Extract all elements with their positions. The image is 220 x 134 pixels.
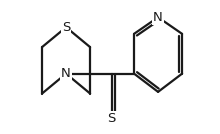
Text: S: S [108,112,116,125]
Text: N: N [61,67,71,80]
Text: S: S [62,21,70,34]
Text: N: N [153,11,163,24]
